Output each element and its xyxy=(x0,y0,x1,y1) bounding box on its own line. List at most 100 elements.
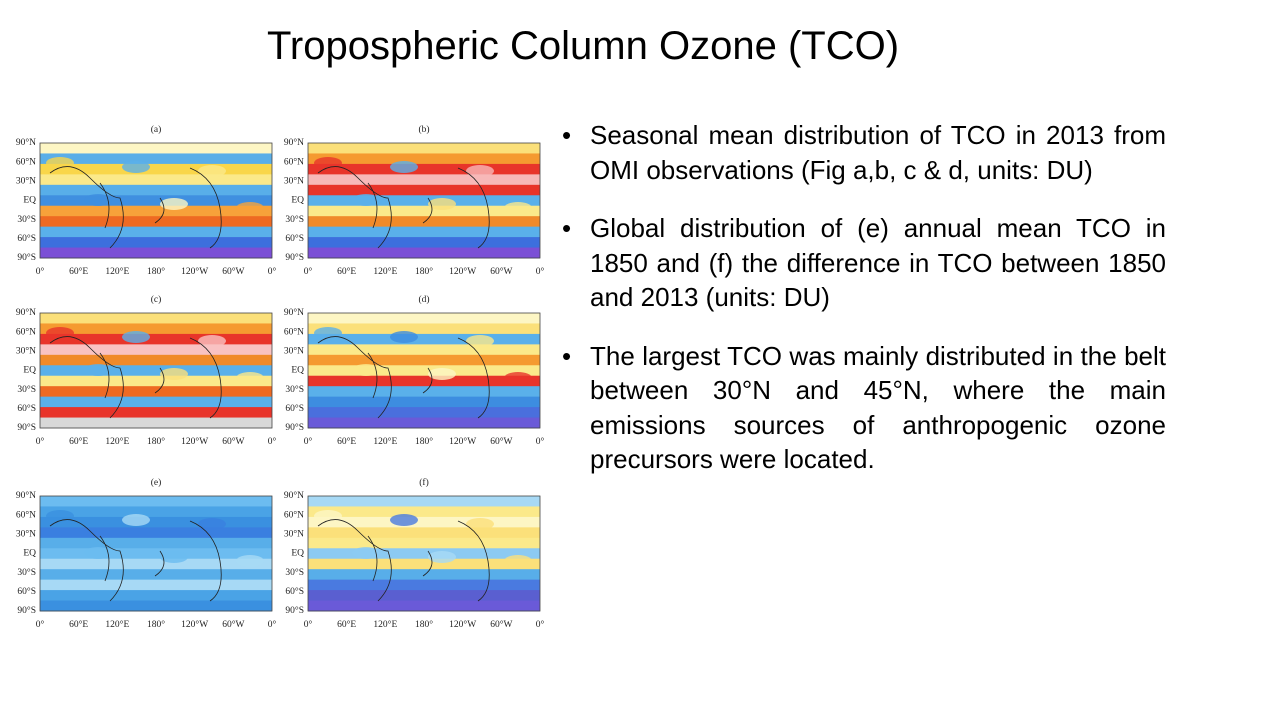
map-band xyxy=(40,205,272,217)
lon-label: 60°E xyxy=(69,619,88,630)
map-band xyxy=(308,333,540,345)
lon-label: 0° xyxy=(304,436,313,447)
map-band xyxy=(40,333,272,345)
lat-label: EQ xyxy=(291,366,304,376)
map-band xyxy=(40,600,272,612)
map-band xyxy=(40,184,272,196)
lon-label: 120°E xyxy=(105,266,129,277)
map-band xyxy=(308,354,540,366)
map-blob xyxy=(198,165,226,177)
lon-label: 60°E xyxy=(337,619,356,630)
map-frame xyxy=(39,495,273,612)
map-panel xyxy=(307,495,541,612)
bullet: Global distribution of (e) annual mean T… xyxy=(562,211,1166,315)
lon-label: 0° xyxy=(36,266,45,277)
coastline xyxy=(317,166,490,249)
map-band xyxy=(308,313,540,324)
lon-label: 0° xyxy=(36,436,45,447)
lat-label: 90°N xyxy=(16,490,36,501)
lon-label: 120°E xyxy=(105,436,129,447)
lat-label: 90°S xyxy=(17,605,36,616)
panel-label: (c) xyxy=(151,294,162,305)
lat-label: 60°N xyxy=(16,326,36,337)
lat-label: 90°S xyxy=(17,252,36,263)
map-blob xyxy=(314,510,342,522)
lat-label: 90°S xyxy=(285,422,304,433)
map-panel xyxy=(39,142,273,259)
lon-label: 60°E xyxy=(69,266,88,277)
lat-label: 90°S xyxy=(285,252,304,263)
lon-label: 60°W xyxy=(222,266,244,277)
lon-label: 60°W xyxy=(222,619,244,630)
map-band xyxy=(40,527,272,539)
map-band xyxy=(40,548,272,560)
map-blob xyxy=(504,555,532,567)
lon-label: 60°W xyxy=(490,266,512,277)
map-band xyxy=(308,205,540,217)
map-blob xyxy=(122,161,150,173)
map-blob xyxy=(466,165,494,177)
lon-label: 60°W xyxy=(490,619,512,630)
lon-label: 120°W xyxy=(181,266,208,277)
coastline xyxy=(317,519,490,602)
map-band xyxy=(308,516,540,528)
lat-label: 90°N xyxy=(284,137,304,148)
map-band xyxy=(308,569,540,581)
map-band xyxy=(308,365,540,377)
lat-label: 60°S xyxy=(17,233,36,244)
map-blob xyxy=(236,202,264,214)
map-blob xyxy=(160,198,188,210)
map-blob xyxy=(198,518,226,530)
map-band xyxy=(308,184,540,196)
lat-label: 30°S xyxy=(17,214,36,225)
lon-label: 180° xyxy=(415,266,433,277)
map-blob xyxy=(428,551,456,563)
lon-label: 0° xyxy=(268,266,277,277)
map-band xyxy=(308,237,540,249)
lon-label: 0° xyxy=(36,619,45,630)
lon-label: 0° xyxy=(536,266,545,277)
lon-label: 120°E xyxy=(373,436,397,447)
panel-label: (a) xyxy=(151,124,162,135)
map-band xyxy=(308,590,540,602)
lat-label: 60°S xyxy=(285,403,304,414)
map-blob xyxy=(46,157,74,169)
coastline xyxy=(317,336,490,419)
map-blob xyxy=(428,198,456,210)
lat-label: 30°S xyxy=(285,384,304,395)
map-blob xyxy=(390,514,418,526)
map-blob xyxy=(160,551,188,563)
map-band xyxy=(308,174,540,186)
map-band xyxy=(308,506,540,518)
lon-label: 180° xyxy=(147,619,165,630)
map-blob xyxy=(160,368,188,380)
panel-label: (b) xyxy=(418,124,429,135)
lon-label: 180° xyxy=(147,266,165,277)
lon-label: 60°E xyxy=(69,436,88,447)
lat-label: 90°N xyxy=(284,490,304,501)
map-band xyxy=(40,590,272,602)
map-band xyxy=(40,226,272,238)
lat-label: 90°N xyxy=(16,307,36,318)
lon-label: 120°W xyxy=(449,619,476,630)
map-blob xyxy=(390,161,418,173)
map-band xyxy=(40,174,272,186)
lon-label: 0° xyxy=(536,436,545,447)
map-band xyxy=(308,396,540,408)
lat-label: 30°N xyxy=(16,176,36,187)
map-band xyxy=(40,407,272,419)
map-band xyxy=(40,375,272,387)
lat-label: 60°N xyxy=(284,156,304,167)
map-band xyxy=(40,143,272,154)
map-band xyxy=(40,537,272,549)
map-blob xyxy=(504,202,532,214)
lat-label: 30°S xyxy=(17,384,36,395)
lon-label: 0° xyxy=(268,619,277,630)
map-band xyxy=(308,375,540,387)
map-band xyxy=(40,195,272,207)
map-band xyxy=(308,579,540,591)
lat-label: 60°N xyxy=(284,326,304,337)
coastline xyxy=(49,336,222,419)
lon-label: 180° xyxy=(415,436,433,447)
lat-label: 90°S xyxy=(285,605,304,616)
